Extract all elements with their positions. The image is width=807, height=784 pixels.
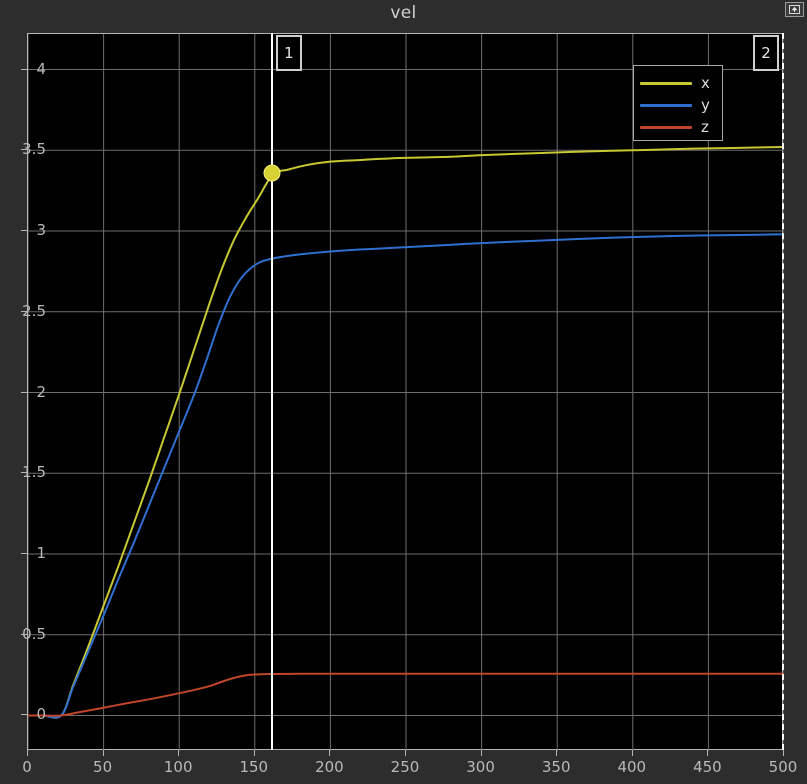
legend-item[interactable]: x: [634, 72, 722, 94]
maximize-icon[interactable]: [785, 2, 804, 17]
cursor-line-1[interactable]: [270, 33, 273, 750]
cursor-flag-2[interactable]: 2: [753, 35, 779, 71]
legend-item[interactable]: y: [634, 94, 722, 116]
legend-swatch-x: [640, 81, 692, 85]
cursor-data-marker[interactable]: [263, 164, 281, 182]
series-lines: [28, 146, 784, 719]
x-axis-tick-label: 400: [617, 758, 647, 776]
series-line-z: [28, 672, 784, 717]
x-axis-tick-label: 350: [541, 758, 571, 776]
x-axis-tick-label: 150: [239, 758, 269, 776]
legend-label-x: x: [701, 73, 710, 92]
plot-area[interactable]: [27, 33, 784, 751]
x-axis-tick-label: 100: [163, 758, 193, 776]
x-axis-tick-label: 450: [693, 758, 722, 776]
series-line-x: [28, 146, 784, 719]
x-axis-tick-label: 500: [768, 758, 798, 776]
legend-item[interactable]: z: [634, 116, 722, 138]
legend-label-y: y: [701, 95, 710, 114]
x-axis-tick-label: 250: [390, 758, 420, 776]
x-axis-tick-label: 300: [466, 758, 495, 776]
gridlines: [28, 34, 784, 751]
x-axis-tick-label: 50: [93, 758, 113, 776]
cursor-line-2[interactable]: [782, 33, 784, 750]
x-axis-tick-label: 200: [315, 758, 344, 776]
legend[interactable]: x y z: [633, 65, 723, 141]
legend-swatch-y: [640, 103, 692, 107]
series-line-y: [28, 233, 784, 719]
page-title: vel: [390, 3, 417, 23]
cursor-flag-1[interactable]: 1: [275, 35, 302, 71]
x-axis-tick-label: 0: [22, 758, 32, 776]
title-bar: vel: [0, 0, 807, 31]
plot-canvas: [28, 34, 784, 751]
legend-swatch-z: [640, 125, 692, 129]
legend-label-z: z: [701, 117, 709, 136]
